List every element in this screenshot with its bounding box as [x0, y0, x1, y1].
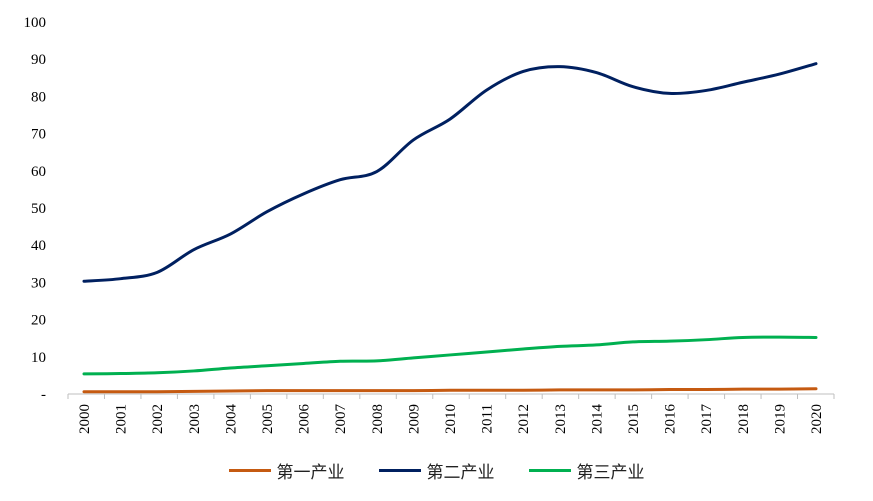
x-tick-label: 2003 [187, 404, 203, 434]
series-lines [82, 62, 818, 394]
series-line-2 [82, 62, 818, 283]
x-tick-label: 2013 [553, 404, 569, 434]
x-tick-label: 2009 [406, 404, 422, 434]
y-tick-label: 40 [31, 238, 46, 254]
legend-label: 第三产业 [576, 463, 645, 482]
x-tick-label: 2012 [516, 404, 532, 434]
x-tick-label: 2002 [150, 404, 166, 434]
series-line-3 [82, 335, 818, 376]
x-tick-label: 2010 [443, 404, 459, 434]
x-tick-label: 2014 [589, 404, 605, 435]
x-tick-label: 2007 [333, 404, 349, 435]
legend-label: 第二产业 [426, 463, 495, 482]
y-tick-label: 70 [31, 127, 46, 143]
legend-item: 第三产业 [528, 458, 645, 483]
y-tick-label: 90 [31, 52, 46, 68]
y-tick-label: 50 [31, 201, 46, 217]
x-axis: 2000 2001 2002 2003 2004 2005 2006 2007 2008 2009… [67, 393, 835, 435]
x-tick-label: 2000 [77, 404, 93, 434]
x-tick-label: 2005 [260, 404, 276, 434]
x-tick-label: 2018 [736, 404, 752, 434]
y-tick-label: 100 [24, 15, 47, 31]
x-tick-label: 2004 [223, 404, 239, 435]
x-tick-label: 2008 [370, 404, 386, 434]
y-tick-label: 30 [31, 275, 46, 291]
legend-item: 第二产业 [378, 458, 495, 483]
x-tick-label: 2011 [480, 404, 496, 433]
y-tick-label: 10 [31, 350, 46, 366]
x-tick-label: 2020 [809, 404, 825, 434]
y-tick-label: 60 [31, 164, 46, 180]
legend-swatch [228, 469, 271, 472]
legend-swatch [528, 469, 571, 472]
x-tick-label: 2006 [297, 404, 313, 435]
legend-label: 第一产业 [276, 463, 345, 482]
y-tick-label: 20 [31, 313, 46, 329]
legend-swatch [378, 469, 421, 472]
x-tick-label: 2016 [663, 404, 679, 435]
x-tick-label: 2019 [772, 404, 788, 434]
legend: 第一产业 第二产业 第三产业 [0, 458, 873, 483]
x-tick-label: 2017 [699, 404, 715, 435]
legend-item: 第一产业 [228, 458, 345, 483]
x-tick-label: 2001 [114, 404, 130, 434]
series-line-1 [82, 387, 818, 394]
y-axis: - 10 20 30 40 50 60 70 80 90 100 [24, 15, 47, 403]
x-tick-label: 2015 [626, 404, 642, 434]
y-tick-label: 80 [31, 89, 46, 105]
y-tick-label: - [41, 387, 46, 403]
